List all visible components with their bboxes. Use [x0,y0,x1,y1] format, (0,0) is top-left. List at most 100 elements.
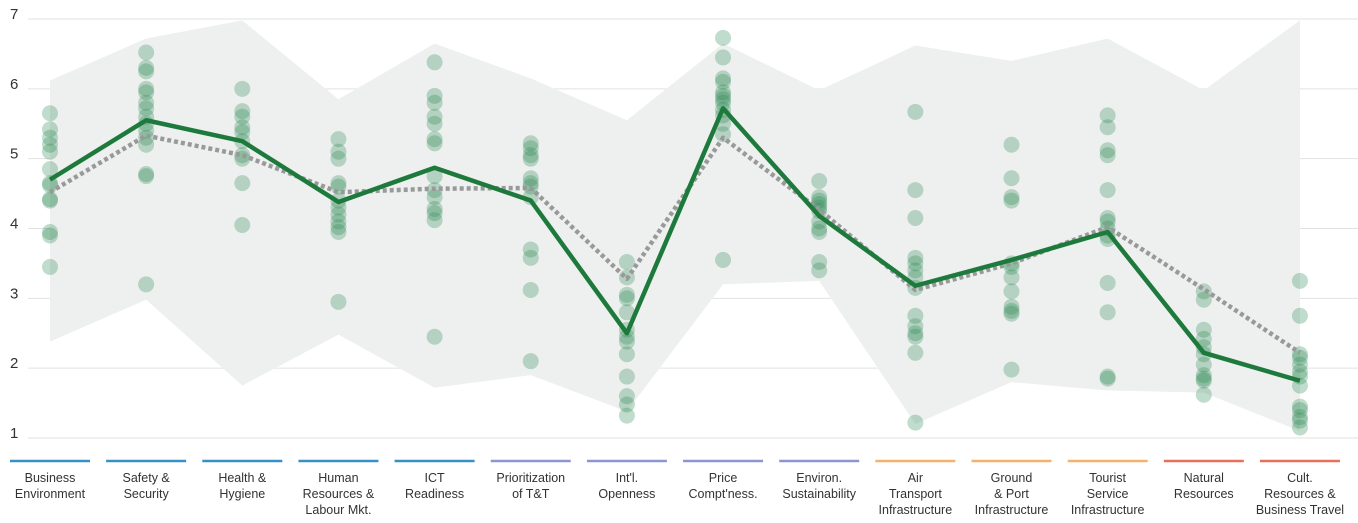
score-dot [426,200,443,217]
score-dot [618,396,635,413]
score-dot [330,206,347,223]
score-dot [1099,368,1116,385]
score-dot [330,150,347,167]
score-dot [1291,402,1308,419]
x-tick-label: Safety & Security [122,471,170,501]
score-dot [618,328,635,345]
score-dot [330,131,347,148]
score-dot [522,353,539,370]
score-dot [1195,321,1212,338]
x-tick-label: Natural Resources [1173,471,1234,501]
score-dot [1003,305,1020,322]
score-dot [426,131,443,148]
score-dot [715,91,732,108]
score-dot [42,258,58,275]
score-dot [715,70,732,87]
score-dot [138,100,155,117]
y-tick-label: 6 [10,76,18,93]
score-dot [138,80,155,97]
score-dot [1195,291,1212,308]
score-dot [1099,304,1116,321]
x-tick-label: Health & Hygiene [218,471,267,501]
score-dot [42,191,58,208]
score-dot [234,217,251,234]
score-dot [522,135,539,152]
score-dot [1099,182,1116,199]
score-dot [1099,274,1116,291]
score-dot [811,220,828,237]
score-dot [715,126,732,143]
score-dot [522,170,539,187]
score-dot [1099,107,1116,124]
score-dot [42,223,58,240]
average-line [48,133,1302,355]
score-dot [138,166,155,183]
score-dot [1291,412,1308,429]
score-dot [426,94,443,111]
score-dot [907,414,924,431]
score-dot [234,80,251,97]
score-dot [330,143,347,160]
score-dot [42,161,58,178]
score-dot [138,59,155,76]
score-dot [522,281,539,298]
x-tick-label: Int'l. Openness [598,471,656,501]
score-dot [1195,356,1212,373]
x-tick-label: Air Transport Infrastructure [878,471,953,517]
score-dot [138,129,155,146]
x-tick-label: Ground & Port Infrastructure [974,471,1049,517]
x-tick-label: Prioritization of T&T [496,471,566,501]
score-dot [426,135,443,152]
score-dot [138,84,155,101]
score-dot [1099,147,1116,164]
score-dot [234,124,251,141]
score-dot [234,147,251,164]
score-dot [42,177,58,194]
score-dot [811,189,828,206]
score-dot [1291,419,1308,436]
x-tick-label: Business Environment [14,471,86,501]
score-dot [1003,298,1020,315]
score-dot [234,119,251,136]
score-dot [138,136,155,153]
score-dot [42,136,58,153]
score-dot [811,173,828,190]
score-dot [907,318,924,335]
score-dot [1003,283,1020,300]
score-dot [1003,302,1020,319]
score-dot [715,29,732,46]
score-dot [1195,372,1212,389]
score-dot [42,227,58,244]
score-dot [1291,349,1308,366]
score-dot [1003,361,1020,378]
score-dot [1195,367,1212,384]
x-tick-label: Price Compt'ness. [688,471,758,501]
score-dot [1291,307,1308,324]
y-tick-label: 1 [10,425,18,442]
score-dot [1291,398,1308,415]
y-tick-label: 3 [10,285,18,302]
score-dot [426,212,443,229]
score-dot [330,219,347,236]
x-tick-label: Human Resources & Labour Mkt. [302,471,375,517]
score-dot [811,196,828,213]
score-dot [1195,370,1212,387]
score-dot [618,333,635,350]
y-tick-label: 5 [10,146,18,163]
score-dot [1003,170,1020,187]
score-dot [1099,142,1116,159]
score-dot [42,143,58,160]
score-dot [138,63,155,80]
score-dot [907,344,924,361]
score-dot [522,140,539,157]
score-dot [426,328,443,345]
score-dot [907,262,924,279]
score-dot [907,328,924,345]
score-dot [234,108,251,125]
score-dot [426,54,443,71]
score-dot [907,307,924,324]
score-dot [522,175,539,192]
score-dot [907,182,924,199]
